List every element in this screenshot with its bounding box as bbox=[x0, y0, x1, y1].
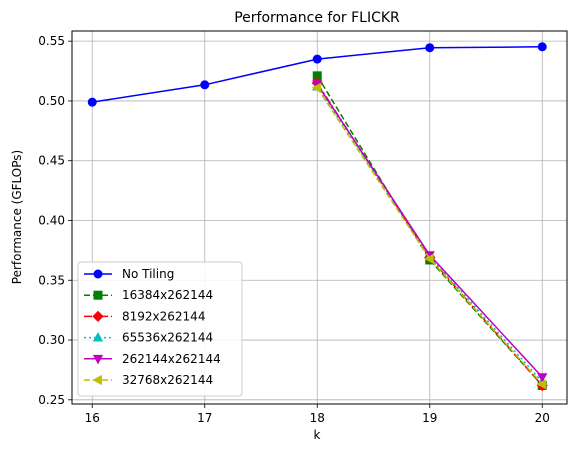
legend-entry: 16384x262144 bbox=[84, 288, 213, 302]
y-tick-label: 0.45 bbox=[38, 154, 65, 168]
y-tick-label: 0.35 bbox=[38, 273, 65, 287]
legend-marker bbox=[93, 290, 103, 300]
legend-marker bbox=[93, 269, 103, 279]
legend-label: 262144x262144 bbox=[122, 352, 221, 366]
x-axis-label: k bbox=[314, 428, 321, 442]
data-point bbox=[311, 82, 322, 93]
series-group bbox=[87, 42, 548, 392]
y-tick-label: 0.55 bbox=[38, 34, 65, 48]
legend-label: 32768x262144 bbox=[122, 373, 213, 387]
legend-label: No Tiling bbox=[122, 267, 174, 281]
data-point bbox=[536, 379, 547, 390]
legend-entry: 65536x262144 bbox=[84, 331, 213, 345]
legend-marker bbox=[92, 331, 104, 342]
y-tick-label: 0.40 bbox=[38, 213, 65, 227]
data-point bbox=[425, 43, 435, 53]
series-0 bbox=[87, 42, 547, 107]
y-tick-label: 0.30 bbox=[38, 333, 65, 347]
plot-frame bbox=[71, 30, 568, 405]
data-point bbox=[200, 80, 210, 90]
legend-entry: 32768x262144 bbox=[84, 373, 213, 387]
legend-entry: 8192x262144 bbox=[84, 309, 205, 323]
data-point bbox=[537, 373, 548, 383]
series-line bbox=[316, 87, 543, 385]
y-axis-label: Performance (GFLOPs) bbox=[10, 150, 24, 284]
x-tick-label: 16 bbox=[85, 411, 100, 425]
x-tick-label: 20 bbox=[535, 411, 550, 425]
legend-marker bbox=[92, 310, 104, 323]
x-tick-label: 19 bbox=[422, 411, 437, 425]
y-tick-label: 0.25 bbox=[38, 393, 65, 407]
data-point bbox=[424, 253, 434, 264]
legend-entry: 262144x262144 bbox=[84, 352, 221, 366]
x-tick-label: 18 bbox=[310, 411, 325, 425]
series-5 bbox=[311, 82, 547, 390]
legend-label: 8192x262144 bbox=[122, 309, 205, 323]
legend-box bbox=[77, 261, 243, 397]
data-point bbox=[537, 42, 547, 52]
legend-label: 16384x262144 bbox=[122, 288, 213, 302]
legend-label: 65536x262144 bbox=[122, 331, 213, 345]
axis-ticks: 16 17 18 19 20 0.25 0.30 0.35 0.40 0.45 0.50 0.55 bbox=[38, 34, 550, 425]
legend: No Tiling 16384x262144 8192x262144 65536x26… bbox=[77, 261, 243, 397]
legend-marker bbox=[92, 354, 104, 365]
y-tick-label: 0.50 bbox=[38, 94, 65, 108]
data-point bbox=[312, 54, 322, 64]
legend-marker bbox=[92, 374, 102, 386]
series-line bbox=[316, 86, 543, 383]
chart-title: Performance for FLICKR bbox=[234, 10, 400, 26]
legend-entry: No Tiling bbox=[84, 267, 174, 281]
data-point bbox=[87, 97, 97, 107]
x-tick-label: 17 bbox=[197, 411, 212, 425]
